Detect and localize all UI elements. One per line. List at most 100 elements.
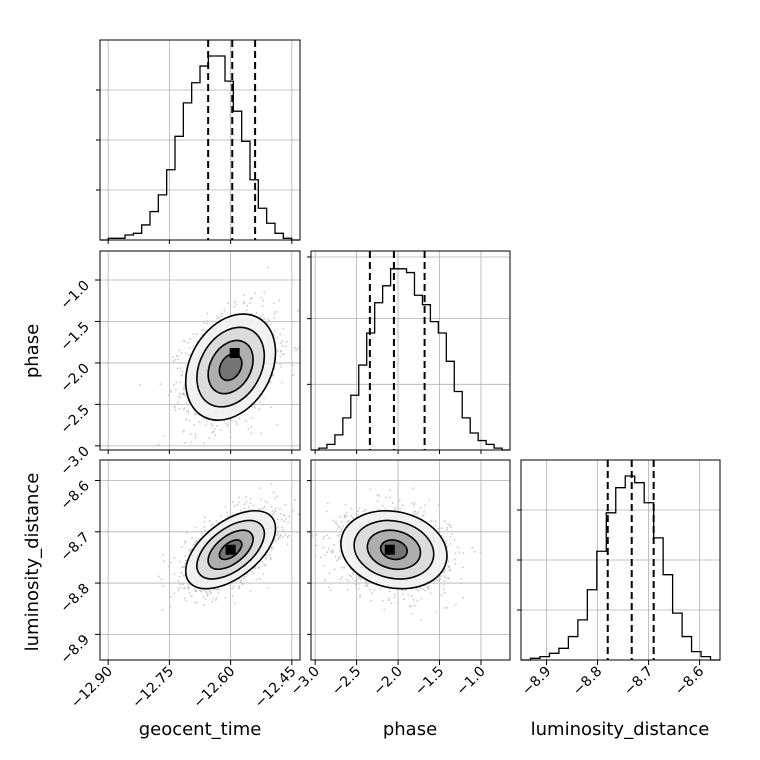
scatter-point: [339, 515, 341, 518]
scatter-point: [327, 586, 330, 589]
scatter-point: [357, 578, 359, 580]
scatter-point: [279, 508, 281, 510]
scatter-point: [185, 559, 187, 562]
scatter-point: [460, 578, 463, 580]
scatter-point: [210, 524, 213, 527]
scatter-point: [190, 433, 192, 435]
scatter-point: [276, 337, 279, 340]
scatter-point: [453, 558, 456, 561]
scatter-point: [401, 593, 404, 596]
scatter-point: [420, 619, 422, 622]
scatter-point: [177, 358, 180, 361]
scatter-point: [250, 426, 253, 428]
scatter-point: [233, 505, 236, 508]
scatter-point: [337, 558, 340, 561]
scatter-point: [443, 584, 445, 587]
scatter-point: [255, 312, 258, 314]
pair-frame-geocent_time-phase: [99, 250, 301, 451]
scatter-point: [284, 503, 287, 506]
scatter-point: [243, 294, 246, 297]
scatter-point: [234, 420, 237, 423]
scatter-point: [254, 292, 256, 295]
scatter-point: [180, 352, 183, 354]
scatter-point: [259, 401, 262, 403]
scatter-point: [323, 535, 325, 538]
scatter-point: [449, 535, 452, 538]
scatter-point: [388, 590, 391, 593]
scatter-point: [181, 370, 184, 373]
scatter-point: [254, 567, 257, 570]
scatter-point: [205, 320, 208, 322]
scatter-point: [175, 381, 178, 384]
scatter-point: [235, 423, 238, 425]
scatter-point: [394, 593, 396, 596]
scatter-point: [285, 340, 288, 343]
scatter-point: [176, 367, 179, 370]
scatter-point: [364, 508, 367, 511]
scatter-point: [206, 322, 209, 325]
scatter-point: [304, 557, 306, 559]
scatter-point: [263, 506, 266, 508]
scatter-point: [362, 510, 365, 513]
scatter-point: [255, 578, 258, 581]
scatter-point: [157, 443, 160, 446]
scatter-point: [231, 595, 234, 597]
scatter-point: [183, 394, 186, 396]
scatter-point: [231, 501, 234, 503]
scatter-point: [180, 572, 183, 575]
scatter-point: [183, 587, 186, 589]
scatter-point: [214, 598, 217, 601]
scatter-point: [297, 567, 299, 569]
scatter-point: [273, 312, 276, 315]
scatter-point: [238, 417, 241, 420]
y-tick-label-luminosity_distance: −8.9: [57, 632, 92, 667]
scatter-point: [183, 407, 186, 410]
scatter-point: [449, 524, 451, 527]
x-axis-label-phase: phase: [383, 719, 437, 740]
scatter-point: [426, 586, 428, 588]
scatter-point: [427, 587, 429, 590]
scatter-point: [206, 312, 209, 315]
scatter-point: [347, 519, 350, 522]
scatter-point: [247, 506, 250, 509]
scatter-point: [248, 301, 251, 304]
scatter-point: [357, 510, 360, 513]
scatter-point: [437, 504, 440, 506]
scatter-point: [208, 590, 211, 592]
scatter-point: [437, 579, 440, 582]
scatter-point: [381, 504, 384, 507]
scatter-point: [377, 494, 380, 497]
scatter-point: [174, 409, 177, 411]
scatter-point: [279, 512, 282, 515]
scatter-point: [283, 353, 286, 356]
scatter-point: [262, 299, 265, 302]
scatter-point: [370, 592, 373, 595]
scatter-point: [231, 587, 234, 590]
scatter-point: [283, 520, 285, 523]
scatter-point: [448, 566, 451, 569]
scatter-point: [171, 356, 174, 359]
scatter-point: [435, 610, 438, 613]
scatter-point: [190, 441, 193, 444]
contour-2: [353, 519, 435, 580]
scatter-point: [462, 566, 464, 569]
scatter-point: [204, 598, 207, 600]
scatter-point: [194, 526, 197, 529]
scatter-point: [337, 556, 340, 559]
scatter-point: [327, 547, 330, 550]
contour-3: [184, 509, 277, 590]
scatter-point: [233, 585, 235, 588]
scatter-point: [200, 532, 203, 535]
y-axis-label-phase: phase: [22, 324, 43, 378]
pair-frame-geocent_time-luminosity_distance: [99, 459, 301, 661]
scatter-point: [438, 527, 441, 530]
scatter-point: [179, 367, 182, 370]
scatter-point: [393, 596, 396, 599]
scatter-point: [227, 302, 229, 305]
scatter-point: [218, 468, 220, 470]
scatter-point: [366, 584, 369, 587]
contour-3: [184, 313, 277, 421]
scatter-point: [259, 487, 262, 490]
scatter-point: [180, 374, 183, 377]
hist-panel-phase: [307, 251, 510, 451]
